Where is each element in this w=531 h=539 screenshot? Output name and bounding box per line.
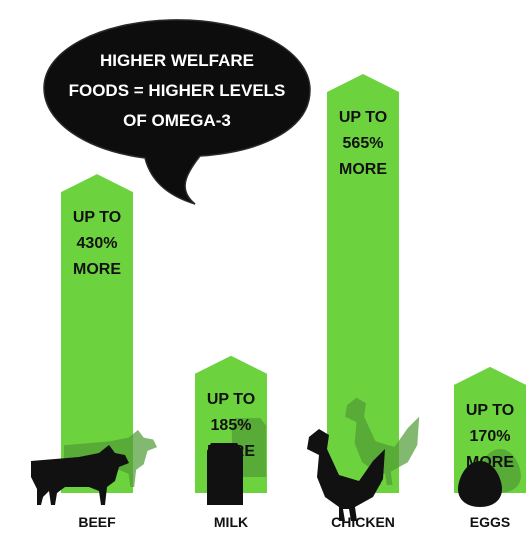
title-speech-bubble: HIGHER WELFARE FOODS = HIGHER LEVELS OF … [43,19,311,205]
category-label-beef: BEEF [78,514,116,530]
data-label-beef-line-3: MORE [73,261,121,278]
chart-title-line-3: OF OMEGA-3 [123,111,231,130]
data-label-milk-line-3: MORE [207,443,255,460]
chicken-icon [307,429,385,521]
chart-title-line-1: HIGHER WELFARE [100,51,254,70]
data-label-chicken-line-1: UP TO [339,109,387,126]
data-label-beef-line-1: UP TO [73,209,121,226]
speech-bubble-shape [43,19,311,205]
data-label-chicken-line-3: MORE [339,161,387,178]
bar-beef [61,174,133,493]
data-label-beef-line-2: 430% [77,235,118,252]
category-label-milk: MILK [214,514,248,530]
milk-carton-icon [207,443,243,505]
data-labels-layer: UP TO 430% MORE UP TO 185% MORE UP TO 565% MORE U… [73,109,514,471]
cow-icon [31,445,129,505]
shadow-chicken-icon [345,397,420,485]
chart-title-line-2: FOODS = HIGHER LEVELS [69,81,286,100]
data-label-eggs-line-2: 170% [470,428,511,445]
data-label-milk-line-2: 185% [211,417,252,434]
bars-layer [61,74,526,493]
data-label-eggs-line-3: MORE [466,454,514,471]
data-label-chicken-line-2: 565% [343,135,384,152]
data-label-milk-line-1: UP TO [207,391,255,408]
data-label-eggs-line-1: UP TO [466,402,514,419]
icons-layer [31,429,502,521]
bar-chicken [327,74,399,493]
category-labels-layer: BEEF MILK CHICKEN EGGS [78,514,510,530]
egg-icon [458,461,502,507]
category-label-eggs: EGGS [470,514,510,530]
category-label-chicken: CHICKEN [331,514,395,530]
